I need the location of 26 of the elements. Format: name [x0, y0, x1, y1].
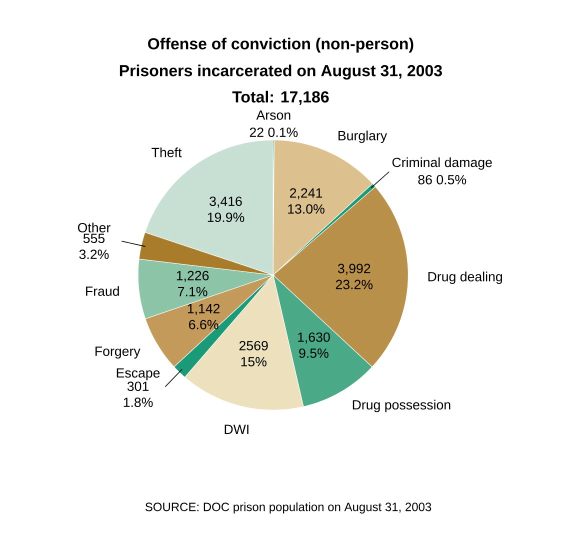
data-label: 86 0.5% [418, 174, 466, 184]
data-label: 1,630 9.5% [298, 332, 330, 358]
slice-label: Escape [116, 368, 160, 380]
data-label: 2569 15% [239, 340, 268, 366]
slice-label: Theft [152, 147, 182, 158]
data-label: 301 1.8% [124, 382, 153, 408]
data-label: 1,226 7.1% [176, 270, 209, 296]
slice-label: Drug possession [352, 400, 450, 412]
slice-label: Arson [256, 110, 290, 120]
chart-title: Offense of conviction (non-person) [148, 38, 414, 53]
data-label: 22 0.1% [250, 128, 298, 138]
slice-label: Burglary [338, 130, 388, 143]
slice-label: Criminal damage [392, 157, 492, 170]
source-note: SOURCE: DOC prison population on August 31, 2003 [145, 502, 432, 514]
data-label: 555 3.2% [79, 234, 109, 260]
data-label: 2,241 13.0% [288, 188, 324, 214]
slice-label: Other [78, 222, 110, 232]
slice-label: Drug dealing [428, 272, 502, 284]
data-label: 1,142 6.6% [188, 304, 220, 330]
slice-label: DWI [224, 424, 248, 434]
slice-label: Forgery [96, 346, 140, 359]
slice-label: Fraud [86, 286, 119, 296]
data-label: 3,416 19.9% [208, 196, 244, 222]
data-label: 3,992 23.2% [336, 264, 373, 290]
chart-subtitle: Prisoners incarcerated on August 31, 2003 [120, 64, 442, 80]
text: Total: 17,186 [232, 90, 329, 105]
